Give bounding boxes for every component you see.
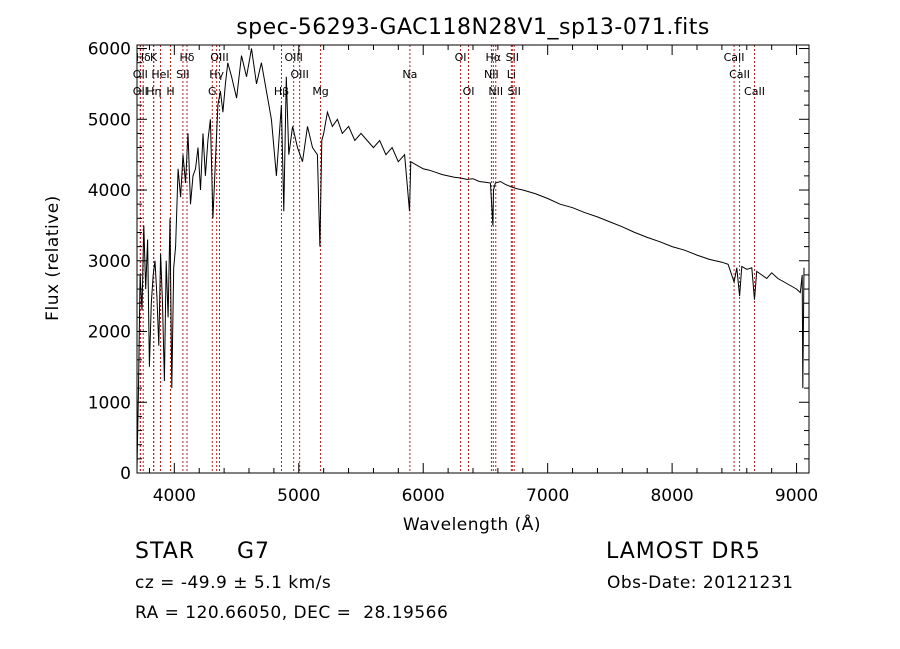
line-marker-label: Hη xyxy=(146,85,161,98)
y-tick-label: 4000 xyxy=(88,181,131,201)
line-marker-label: HeI xyxy=(151,68,169,81)
line-marker-label: K xyxy=(150,51,158,64)
line-marker-label: CaII xyxy=(729,68,750,81)
line-marker-label: Li xyxy=(507,68,516,81)
line-marker-label: OI xyxy=(463,85,475,98)
y-axis-ticks: 0 1000 2000 3000 4000 5000 6000 xyxy=(88,40,809,484)
line-marker-label: CaII xyxy=(724,51,745,64)
emission-line-markers xyxy=(139,45,755,473)
line-marker-label: SII xyxy=(507,85,520,98)
x-tick-label: 6000 xyxy=(402,486,445,506)
line-marker-label: NII xyxy=(488,85,503,98)
y-tick-label: 1000 xyxy=(88,393,131,413)
line-marker-label: G xyxy=(208,85,217,98)
line-marker-label: Hγ xyxy=(209,68,224,81)
spectrum-line xyxy=(136,48,805,470)
y-tick-label: 5000 xyxy=(88,110,131,130)
x-tick-label: 7000 xyxy=(526,486,569,506)
line-marker-label: Mg xyxy=(312,85,328,98)
line-marker-label: OIII xyxy=(210,51,228,64)
y-tick-label: 3000 xyxy=(88,252,131,272)
y-tick-label: 0 xyxy=(120,464,131,484)
line-marker-label: SII xyxy=(176,68,189,81)
y-tick-label: 6000 xyxy=(88,40,131,60)
observation-date: Obs-Date: 20121231 xyxy=(607,573,794,593)
x-tick-label: 8000 xyxy=(650,486,693,506)
x-axis-label: Wavelength (Å) xyxy=(403,513,541,535)
coordinates: RA = 120.66050, DEC = 28.19566 xyxy=(135,603,449,623)
line-marker-label: SII xyxy=(506,51,519,64)
line-marker-label: H xyxy=(166,85,174,98)
x-tick-label: 9000 xyxy=(775,486,818,506)
line-marker-label: Na xyxy=(402,68,417,81)
object-subclass: G7 xyxy=(237,539,271,564)
y-tick-label: 2000 xyxy=(88,323,131,343)
chart-title: spec-56293-GAC118N28V1_sp13-071.fits xyxy=(236,15,710,40)
line-marker-label: OIII xyxy=(290,68,308,81)
object-class: STAR xyxy=(135,539,196,564)
x-tick-label: 4000 xyxy=(153,486,196,506)
line-marker-label: Hβ xyxy=(274,85,289,98)
line-marker-label: CaII xyxy=(744,85,765,98)
line-marker-label: Hδ xyxy=(180,51,195,64)
line-marker-label: OIII xyxy=(284,51,302,64)
line-marker-label: Hδ xyxy=(136,51,151,64)
x-axis-ticks: 4000 5000 6000 7000 8000 9000 xyxy=(148,45,818,506)
y-axis-label: Flux (relative) xyxy=(43,195,63,321)
line-marker-label: Hα xyxy=(486,51,502,64)
line-marker-label: NII xyxy=(484,68,499,81)
redshift-info: cz = -49.9 ± 5.1 km/s xyxy=(135,573,332,593)
survey-name: LAMOST DR5 xyxy=(606,539,761,564)
x-tick-label: 5000 xyxy=(277,486,320,506)
line-marker-label: OII xyxy=(133,68,148,81)
line-marker-label: OI xyxy=(455,51,467,64)
